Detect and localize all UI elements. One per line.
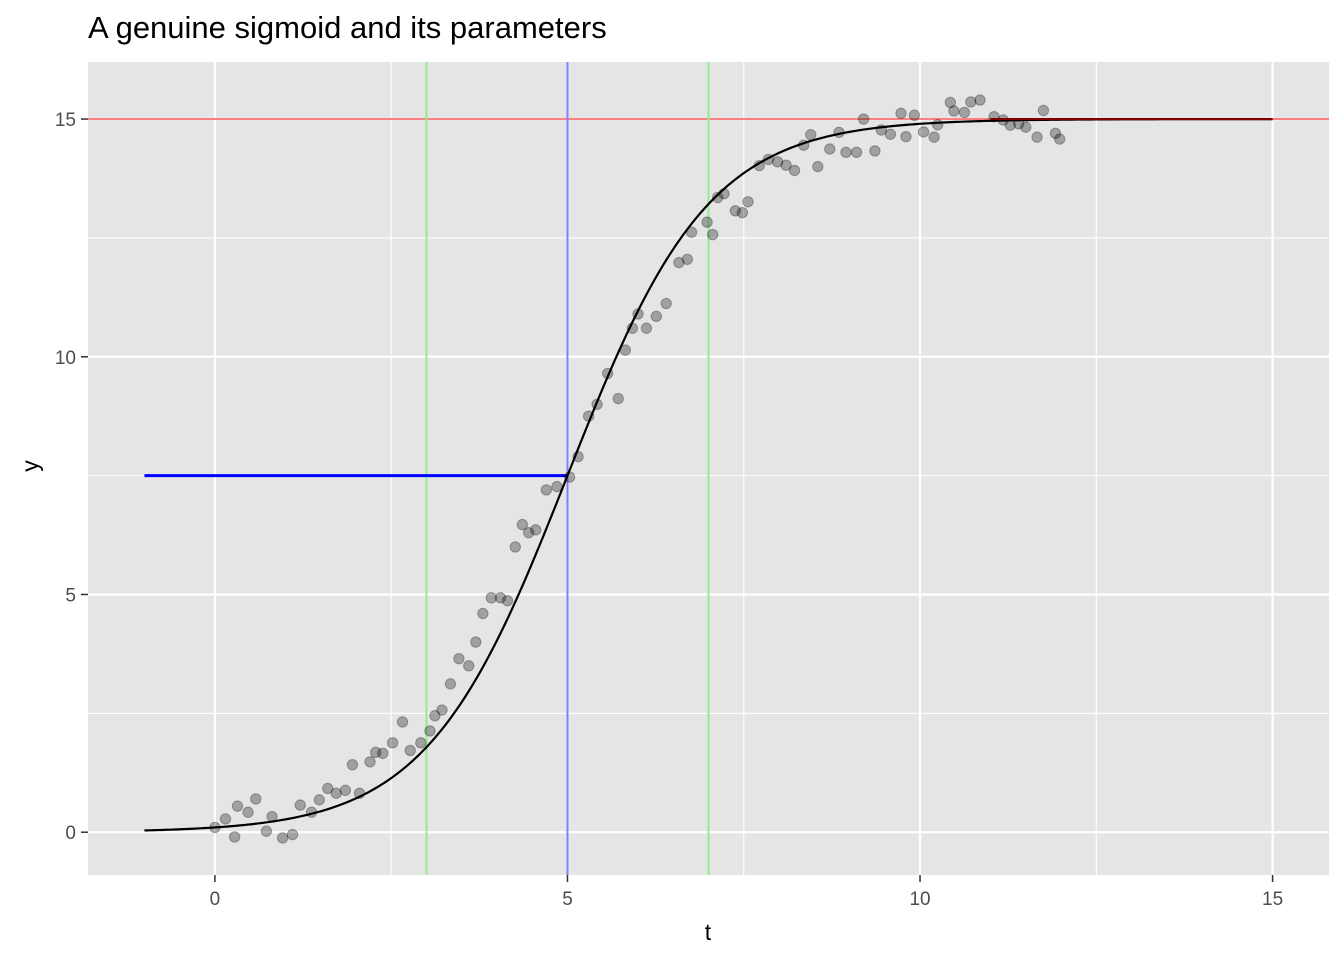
data-point: [516, 518, 529, 531]
data-point: [869, 145, 881, 157]
y-tick-label: 5: [65, 585, 76, 606]
data-point: [231, 800, 244, 812]
data-point: [711, 191, 724, 204]
data-point: [958, 106, 971, 119]
data-point: [948, 105, 960, 117]
data-point: [250, 793, 262, 805]
data-point: [729, 205, 741, 217]
data-point: [707, 228, 719, 241]
data-point: [364, 756, 376, 768]
data-point: [463, 660, 475, 672]
data-point: [509, 541, 521, 553]
data-point: [540, 484, 553, 496]
data-point: [931, 119, 944, 131]
data-point: [377, 747, 389, 759]
data-point: [742, 196, 754, 208]
data-point: [322, 782, 334, 795]
data-point: [780, 159, 792, 171]
data-point: [485, 592, 498, 604]
data-point: [917, 126, 930, 138]
data-point: [294, 799, 306, 811]
data-point: [404, 744, 416, 757]
data-point: [965, 96, 977, 108]
y-tick-label: 0: [65, 823, 76, 844]
data-point: [660, 297, 672, 310]
data-point: [908, 109, 921, 121]
tick-labels: 0 5 10 15 0 5 10 15: [55, 110, 1283, 910]
data-point: [1053, 133, 1066, 145]
data-point: [386, 737, 399, 749]
axis-ticks: [81, 118, 1274, 882]
data-point: [812, 160, 824, 173]
data-point: [228, 831, 241, 843]
x-axis-title: t: [705, 919, 712, 945]
data-point: [470, 636, 482, 648]
data-point: [974, 94, 986, 106]
data-point: [501, 594, 514, 607]
data-point: [424, 725, 436, 737]
data-point: [612, 392, 624, 405]
data-point: [840, 146, 852, 159]
data-point: [944, 96, 957, 109]
data-point: [444, 678, 457, 690]
data-point: [857, 113, 870, 125]
data-point: [530, 524, 542, 536]
data-point: [736, 207, 749, 219]
data-point: [824, 143, 836, 155]
data-point: [1020, 121, 1032, 133]
x-tick-label: 5: [562, 889, 573, 910]
data-point: [286, 828, 299, 841]
data-point: [436, 704, 448, 716]
data-point: [219, 813, 232, 825]
data-point: [805, 129, 817, 141]
data-point: [788, 164, 801, 177]
data-point: [260, 825, 273, 837]
sigmoid-curve-layer: [144, 117, 1273, 832]
data-point: [346, 758, 359, 771]
data-point: [369, 746, 382, 759]
data-point: [640, 322, 653, 334]
data-point: [650, 310, 663, 323]
data-point: [895, 107, 907, 120]
y-tick-label: 10: [55, 348, 76, 369]
data-point: [1037, 104, 1050, 117]
data-point: [242, 806, 254, 818]
data-point: [1031, 131, 1043, 143]
data-point: [477, 607, 489, 620]
x-tick-label: 10: [909, 889, 930, 910]
data-point: [771, 156, 784, 168]
data-point: [522, 526, 535, 539]
data-point: [429, 710, 441, 722]
data-point: [415, 737, 427, 749]
y-tick-label: 15: [55, 110, 76, 131]
data-point: [330, 787, 342, 799]
data-point: [884, 128, 897, 140]
data-point: [681, 253, 694, 266]
x-tick-label: 15: [1262, 889, 1283, 910]
data-point: [453, 652, 465, 665]
data-point: [928, 131, 940, 143]
data-point: [701, 216, 713, 228]
data-point: [339, 784, 352, 797]
x-tick-label: 0: [210, 889, 221, 910]
data-point: [850, 146, 863, 159]
data-point: [494, 592, 507, 604]
data-point: [313, 794, 325, 806]
data-point: [1049, 127, 1062, 140]
y-axis-title: y: [17, 460, 43, 472]
data-point: [673, 256, 685, 269]
data-point: [396, 716, 409, 728]
data-point: [900, 130, 912, 143]
chart-title: A genuine sigmoid and its parameters: [88, 10, 607, 45]
data-point: [276, 832, 289, 844]
